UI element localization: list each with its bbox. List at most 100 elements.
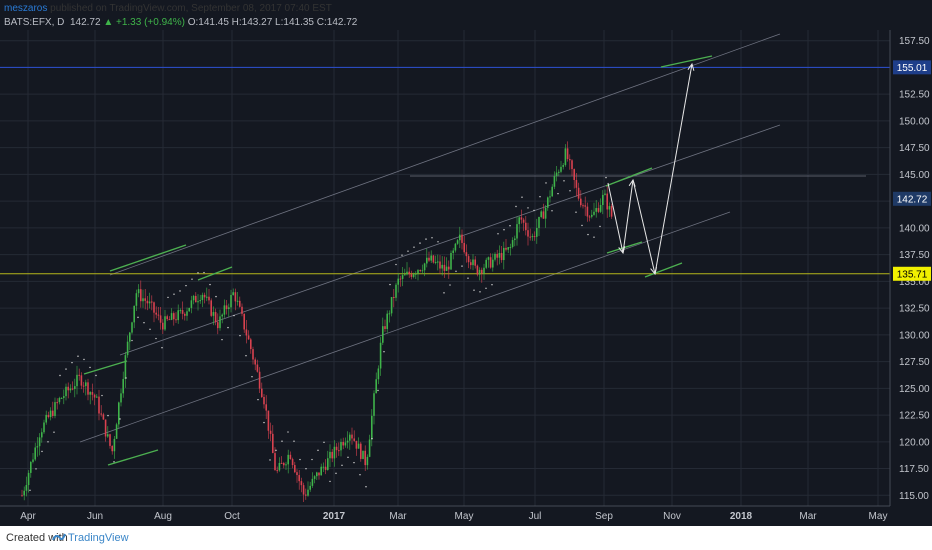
candle-body <box>87 382 89 395</box>
candle-body <box>283 463 285 466</box>
sar-dot <box>305 468 307 470</box>
candle-body <box>36 446 39 448</box>
author-link[interactable]: meszaros <box>4 3 48 14</box>
candle-body <box>291 459 294 466</box>
sar-dot <box>359 474 361 476</box>
y-tick-label: 140.00 <box>899 223 930 234</box>
candle-body <box>199 300 201 302</box>
candle-body <box>470 262 472 266</box>
sar-dot <box>263 421 265 424</box>
price-chart[interactable]: 157.50155.00152.50150.00147.50145.00142.… <box>0 0 932 526</box>
candle-body <box>113 438 116 452</box>
candle-body <box>93 394 96 398</box>
price-badge <box>893 266 931 281</box>
x-tick-label: Apr <box>20 511 36 522</box>
grid-lines <box>0 30 890 506</box>
candle-body <box>56 402 58 404</box>
candle-body <box>217 322 219 329</box>
candle-body <box>168 319 171 321</box>
candle-body <box>278 462 281 471</box>
candle-body <box>192 295 195 301</box>
sar-dot <box>245 355 247 357</box>
x-tick-label: Nov <box>663 511 681 522</box>
candle-body <box>263 396 265 405</box>
candle-body <box>184 313 186 316</box>
candle-body <box>560 166 562 172</box>
candle-body <box>142 298 144 302</box>
candle-body <box>122 378 124 394</box>
candle-body <box>221 314 223 317</box>
candle-body <box>384 326 386 329</box>
y-tick-label: 127.50 <box>899 357 930 368</box>
sar-dot <box>167 296 169 299</box>
candle-body <box>346 440 349 443</box>
candle-body <box>533 236 536 238</box>
candle-body <box>340 441 342 451</box>
tradingview-brand-link[interactable]: TradingView <box>68 532 129 544</box>
candle-body <box>47 414 50 418</box>
candle-body <box>571 160 573 170</box>
candle-body <box>373 393 375 416</box>
candle-body <box>206 296 208 298</box>
candle-body <box>120 393 122 403</box>
candle-body <box>586 206 589 217</box>
created-with-text: Created with <box>6 532 68 544</box>
candle-body <box>492 259 494 268</box>
candle-body <box>175 319 177 321</box>
candle-body <box>357 443 360 449</box>
candle-body <box>285 464 287 466</box>
sar-dot <box>395 263 397 266</box>
candle-body <box>498 252 501 258</box>
candle-body <box>500 252 503 261</box>
candle-body <box>573 169 575 181</box>
candle-body <box>610 206 613 217</box>
time-axis[interactable]: Apr Jun Aug Oct 2017 Mar May Jul Sep Nov 2018 Mar Ma… <box>0 505 890 522</box>
publish-header: meszaros published on TradingView.com, S… <box>4 3 332 14</box>
y-tick-label: 117.50 <box>899 464 929 475</box>
sar-dot <box>35 468 37 470</box>
candle-body <box>190 300 193 308</box>
candle-body <box>287 454 289 465</box>
parabolic-sar-dots <box>29 176 607 492</box>
sar-dot <box>509 225 511 227</box>
sar-dot <box>155 337 157 340</box>
sar-dot <box>323 441 325 444</box>
candle-body <box>566 148 569 160</box>
candle-body <box>511 240 514 247</box>
sar-dot <box>599 225 601 228</box>
price-badge <box>893 191 931 206</box>
candle-body <box>467 256 470 263</box>
candle-body <box>553 176 556 187</box>
candle-body <box>441 264 443 269</box>
footer-bar: Created with TradingView <box>0 526 932 550</box>
tradingview-logo-icon[interactable] <box>52 531 66 543</box>
candle-body <box>212 312 215 316</box>
sar-dot <box>251 376 253 378</box>
candle-body <box>412 274 415 277</box>
candle-body <box>219 316 221 329</box>
high-value: H:143.27 <box>231 17 273 28</box>
candle-body <box>309 485 311 490</box>
x-tick-label: 2018 <box>730 511 753 522</box>
sar-dot <box>71 361 73 364</box>
sar-dot <box>407 250 409 252</box>
candle-body <box>111 445 113 452</box>
sar-dot <box>533 209 535 212</box>
candle-body <box>166 316 168 320</box>
candle-body <box>91 392 94 395</box>
horizontal-levels <box>0 66 890 275</box>
symbol-label[interactable]: BATS:EFX, D <box>4 17 65 28</box>
published-text: published on TradingView.com, September … <box>50 3 332 14</box>
candle-body <box>65 386 67 397</box>
candle-body <box>201 294 204 301</box>
candle-body <box>386 313 388 329</box>
candle-body <box>514 238 516 241</box>
candle-body <box>434 261 437 263</box>
projection-arrows <box>607 62 695 276</box>
candle-body <box>445 266 448 271</box>
sar-dot <box>239 334 241 337</box>
sar-dot <box>449 284 451 286</box>
candle-body <box>432 255 435 263</box>
candle-body <box>258 371 261 389</box>
candle-body <box>399 278 402 280</box>
